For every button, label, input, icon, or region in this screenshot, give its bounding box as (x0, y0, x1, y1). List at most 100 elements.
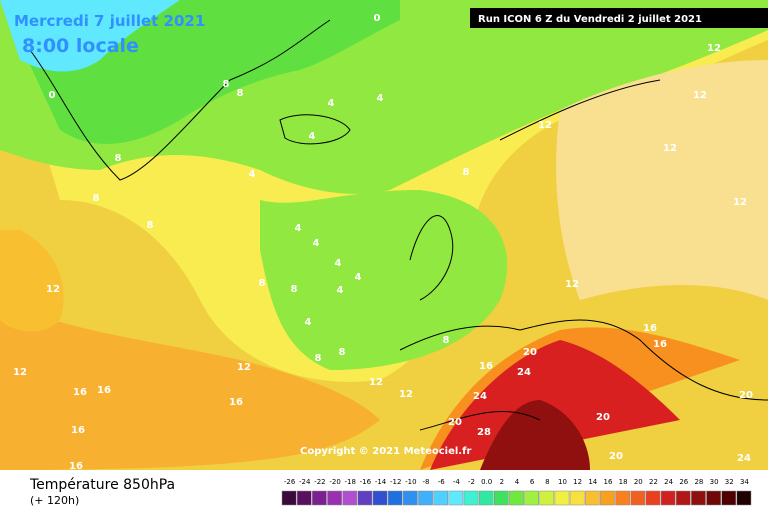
contour-label: 24 (737, 453, 751, 464)
contour-label: 4 (295, 223, 302, 234)
scale-swatch (372, 490, 388, 506)
scale-label: 10 (558, 478, 567, 486)
valid-time: 8:00 locale (22, 35, 139, 57)
scale-label: -26 (284, 478, 296, 486)
scale-swatch (615, 490, 630, 506)
contour-label: 12 (707, 43, 721, 54)
scale-swatch (600, 490, 615, 506)
copyright: Copyright © 2021 Meteociel.fr (300, 446, 471, 457)
contour-label: 16 (69, 461, 83, 472)
scale-label: 32 (725, 478, 734, 486)
contour-label: 8 (115, 153, 122, 164)
scale-label: -20 (329, 478, 340, 486)
contour-label: 12 (237, 362, 251, 373)
contour-label: 12 (663, 143, 677, 154)
scale-swatch (494, 490, 509, 506)
contour-label: 12 (369, 377, 383, 388)
contour-label: 8 (463, 167, 470, 178)
scale-label: -16 (360, 478, 372, 486)
contour-label: 20 (739, 390, 753, 401)
contour-label: 20 (448, 417, 462, 428)
scale-swatch (539, 490, 555, 506)
coastlines (29, 19, 768, 431)
scale-label: 26 (679, 478, 688, 486)
contour-label: 12 (46, 284, 60, 295)
run-box (470, 8, 768, 28)
contour-label: 4 (305, 317, 312, 328)
contour-label: 24 (473, 391, 487, 402)
contour-label: 12 (538, 120, 552, 131)
contour-label: 16 (73, 387, 87, 398)
contour-label: 28 (477, 427, 491, 438)
scale-label: 24 (664, 478, 673, 486)
scale-swatch (584, 490, 600, 506)
scale-label: 6 (530, 478, 535, 486)
scale-swatch (524, 490, 539, 506)
contour-label: 4 (309, 131, 316, 142)
contour-label: 4 (328, 98, 335, 109)
scale-label: 28 (694, 478, 703, 486)
contour-label: 4 (335, 258, 342, 269)
contour-label: 12 (399, 389, 413, 400)
contour-label: 8 (237, 88, 244, 99)
run-info: Run ICON 6 Z du Vendredi 2 juillet 2021 (478, 14, 702, 25)
footer-lead: (+ 120h) (30, 494, 79, 507)
scale-label: -8 (423, 478, 430, 486)
scale-swatch (387, 490, 403, 506)
scale-swatch (554, 490, 570, 506)
contour-label: 16 (653, 339, 667, 350)
scale-label: 34 (740, 478, 749, 486)
color-scale: -26 -24 -22 -20 -18 -16 -14 -12 -10 -8 -6 -4 -2 0.0 2 4… (281, 478, 752, 506)
contour-label: 0 (374, 13, 381, 24)
scale-label: -12 (390, 478, 401, 486)
contour-label: 12 (733, 197, 747, 208)
scale-label: -18 (345, 478, 356, 486)
contour-label: 4 (355, 272, 362, 283)
scale-swatch (630, 490, 646, 506)
scale-label: -10 (405, 478, 416, 486)
contour-label: 20 (596, 412, 610, 423)
scale-label: 12 (573, 478, 582, 486)
scale-swatch (463, 490, 479, 506)
contour-label: 8 (223, 79, 230, 90)
contour-label: 4 (313, 238, 320, 249)
scale-label: 20 (634, 478, 643, 486)
scale-swatch (357, 490, 373, 506)
contour-label: 4 (377, 93, 384, 104)
contour-label: 16 (97, 385, 111, 396)
scale-label: 8 (545, 478, 549, 486)
contour-label: 8 (259, 278, 266, 289)
contour-label: 8 (147, 220, 154, 231)
contour-label: 8 (93, 193, 100, 204)
contour-label: 16 (479, 361, 493, 372)
contour-label: 12 (693, 90, 707, 101)
scale-label: -22 (314, 478, 325, 486)
scale-label: -14 (375, 478, 387, 486)
temperature-field (0, 0, 768, 470)
scale-swatch (721, 490, 737, 506)
scale-swatch (312, 490, 327, 506)
contour-label: 4 (249, 169, 256, 180)
scale-label: 0.0 (481, 478, 492, 486)
contour-label: 24 (517, 367, 531, 378)
contour-label: 4 (337, 285, 344, 296)
scale-swatch (448, 490, 464, 506)
contour-label: 8 (443, 335, 450, 346)
scale-label: 16 (604, 478, 613, 486)
contour-label: 20 (609, 451, 623, 462)
contour-label: 8 (339, 347, 346, 358)
scale-swatch (706, 490, 721, 506)
scale-swatch (403, 490, 418, 506)
scale-swatch (660, 490, 676, 506)
footer-title: Température 850hPa (29, 477, 175, 493)
scale-swatch (342, 490, 358, 506)
scale-swatch (327, 490, 342, 506)
contour-label: 8 (315, 353, 322, 364)
scale-swatch (418, 490, 433, 506)
scale-label: 2 (500, 478, 504, 486)
scale-label: -6 (438, 478, 446, 486)
contour-label: 16 (643, 323, 657, 334)
scale-swatch (569, 490, 585, 506)
contour-label: 0 (49, 90, 56, 101)
